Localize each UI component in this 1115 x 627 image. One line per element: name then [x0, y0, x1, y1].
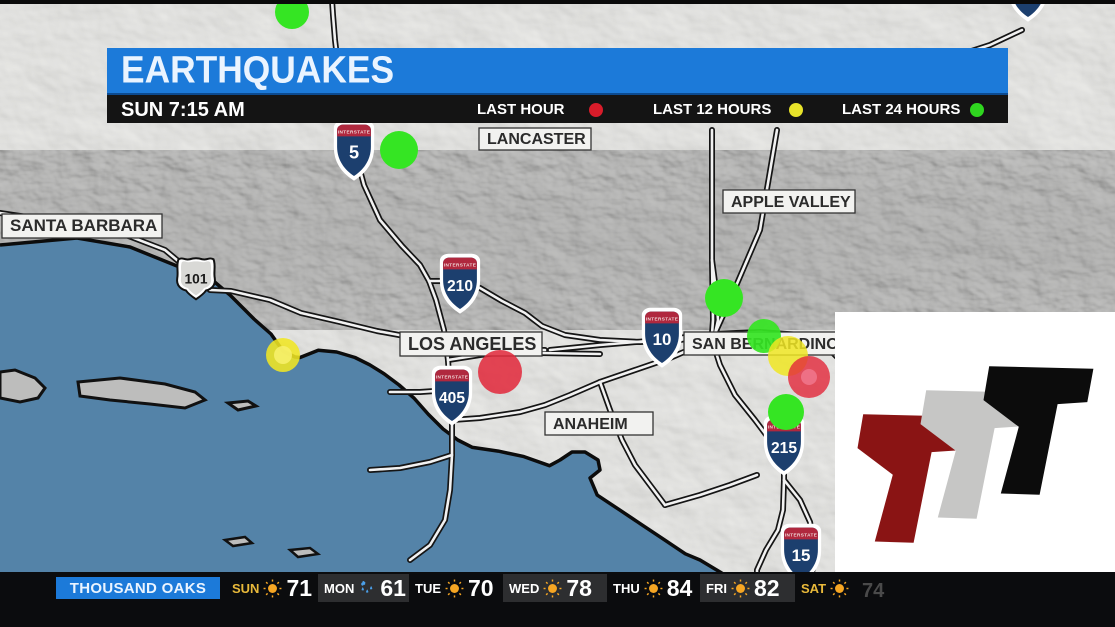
- svg-text:SANTA BARBARA: SANTA BARBARA: [10, 216, 157, 235]
- svg-text:ANAHEIM: ANAHEIM: [553, 416, 628, 433]
- svg-text:APPLE VALLEY: APPLE VALLEY: [731, 194, 851, 211]
- svg-text:15: 15: [792, 546, 811, 565]
- svg-text:215: 215: [771, 440, 797, 457]
- svg-text:101: 101: [185, 272, 208, 287]
- svg-text:5: 5: [349, 142, 359, 162]
- svg-text:LANCASTER: LANCASTER: [487, 131, 586, 148]
- svg-text:10: 10: [653, 330, 672, 349]
- svg-text:210: 210: [447, 278, 473, 295]
- svg-text:405: 405: [439, 390, 465, 407]
- svg-text:LOS ANGELES: LOS ANGELES: [408, 334, 536, 354]
